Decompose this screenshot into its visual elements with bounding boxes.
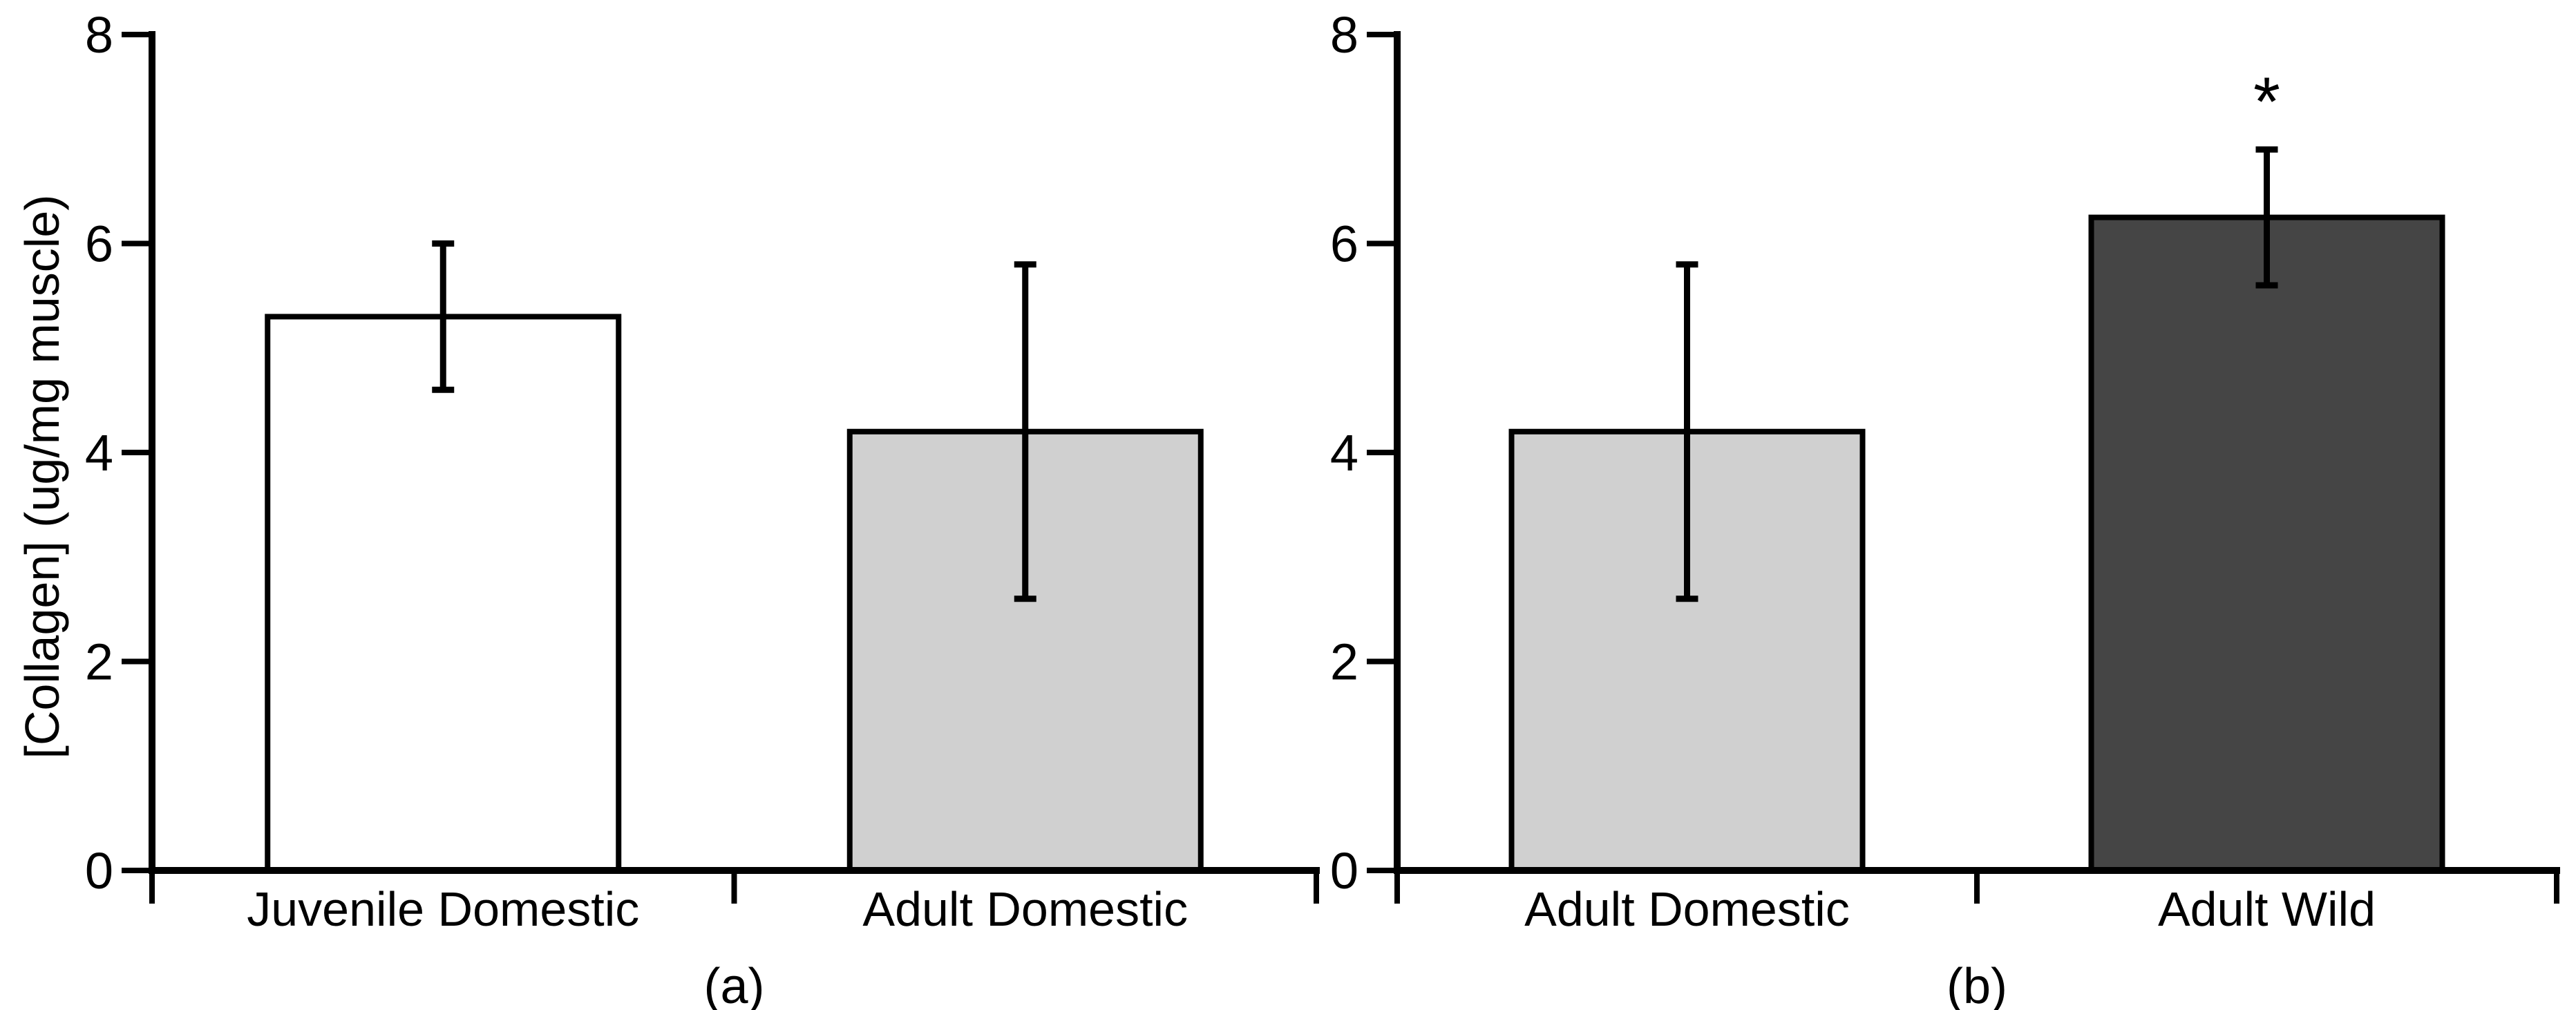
category-label-juvenile-domestic-panel--a-: Juvenile Domestic [247, 882, 639, 936]
y-tick-label-panel--b-: 6 [1330, 216, 1358, 273]
y-tick-label-panel--a-: 8 [85, 6, 113, 64]
y-tick-label-panel--a-: 4 [85, 424, 113, 482]
panel-label-panel--a-: (a) [704, 959, 765, 1010]
y-tick-label-panel--b-: 2 [1330, 633, 1358, 691]
category-label-adult-domestic-panel--a-: Adult Domestic [862, 882, 1188, 936]
y-axis-title-panel--a-: [Collagen] (ug/mg muscle) [15, 195, 69, 759]
y-tick-label-panel--b-: 4 [1330, 424, 1358, 482]
y-tick-label-panel--b-: 8 [1330, 6, 1358, 64]
significance-asterisk-panel--b-: * [2253, 63, 2280, 140]
y-tick-label-panel--a-: 2 [85, 633, 113, 691]
panel-label-panel--b-: (b) [1947, 959, 2007, 1010]
bar-juvenile-domestic-panel--a- [265, 314, 622, 873]
bar-adult-wild-panel--b- [2088, 214, 2445, 873]
category-label-adult-wild-panel--b-: Adult Wild [2158, 882, 2376, 936]
category-label-adult-domestic-panel--b-: Adult Domestic [1524, 882, 1850, 936]
y-tick-label-panel--a-: 6 [85, 216, 113, 273]
y-tick-label-panel--a-: 0 [85, 842, 113, 899]
y-tick-label-panel--b-: 0 [1330, 842, 1358, 899]
